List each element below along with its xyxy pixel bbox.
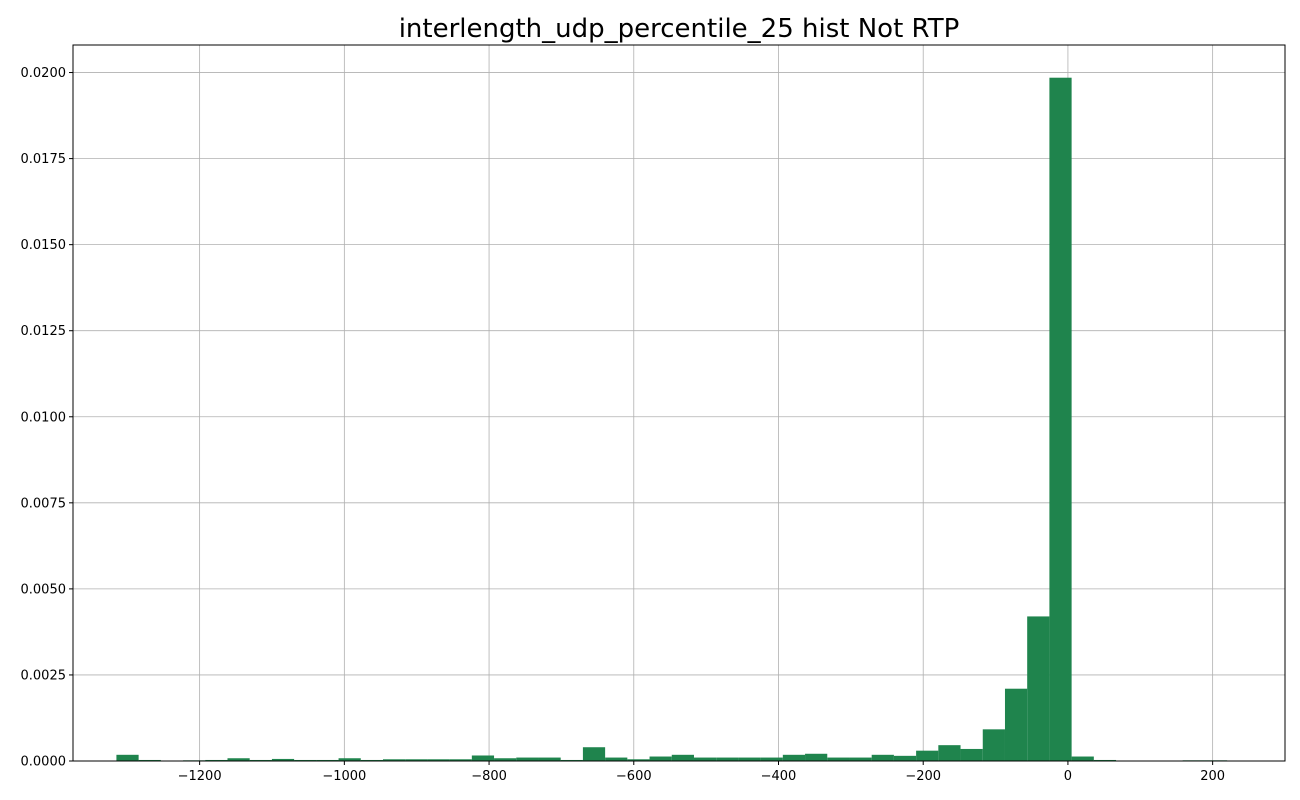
histogram-bar bbox=[671, 754, 694, 761]
x-tick-label: −200 bbox=[905, 769, 941, 784]
histogram-bar bbox=[116, 754, 139, 761]
y-tick-label: 0.0050 bbox=[21, 582, 67, 597]
y-tick-label: 0.0200 bbox=[21, 66, 67, 81]
histogram-bar bbox=[338, 758, 361, 761]
histogram-bar bbox=[249, 759, 272, 761]
x-axis-ticks: −1200 −1000 −800 −600 −400 −200 0 200 bbox=[178, 761, 1225, 784]
histogram-bar bbox=[449, 759, 472, 761]
histogram-bar bbox=[471, 755, 495, 761]
histogram-bar bbox=[205, 759, 228, 761]
y-axis-ticks: 0.0000 0.0025 0.0050 0.0075 0.0100 0.0125 0.01… bbox=[21, 66, 73, 770]
histogram-bar bbox=[1071, 756, 1094, 761]
histogram-bar bbox=[916, 750, 939, 761]
x-tick-label: −600 bbox=[616, 769, 652, 784]
chart-title: interlength_udp_percentile_25 hist Not R… bbox=[399, 14, 960, 44]
y-tick-label: 0.0000 bbox=[21, 755, 67, 770]
histogram-bar bbox=[138, 759, 161, 761]
x-tick-label: −1000 bbox=[322, 769, 366, 784]
histogram-bar bbox=[382, 759, 406, 761]
histogram-bar bbox=[982, 729, 1005, 761]
y-tick-label: 0.0125 bbox=[21, 324, 67, 339]
x-tick-label: 200 bbox=[1200, 769, 1225, 784]
histogram-bar bbox=[294, 759, 317, 761]
x-tick-label: −800 bbox=[471, 769, 507, 784]
histogram-bar bbox=[1004, 688, 1028, 761]
histogram-bar bbox=[427, 759, 450, 761]
histogram-bar bbox=[938, 745, 961, 761]
x-tick-label: −1200 bbox=[178, 769, 222, 784]
histogram-bar bbox=[516, 757, 539, 761]
histogram-bar bbox=[582, 747, 606, 761]
histogram-bar bbox=[227, 758, 250, 761]
histogram-bar bbox=[760, 757, 783, 761]
x-tick-label: −400 bbox=[761, 769, 797, 784]
histogram-bar bbox=[893, 755, 917, 761]
plot-frame bbox=[72, 44, 1286, 762]
histogram-bar bbox=[627, 759, 650, 761]
histogram-bar bbox=[827, 757, 850, 761]
y-tick-label: 0.0075 bbox=[21, 496, 67, 511]
histogram-bar bbox=[1027, 616, 1050, 761]
histogram-bar bbox=[871, 754, 894, 761]
y-tick-label: 0.0150 bbox=[21, 238, 67, 253]
histogram-bar bbox=[1093, 759, 1117, 761]
grid-lines bbox=[73, 45, 1285, 762]
histogram-bar bbox=[405, 759, 428, 761]
histogram-bar bbox=[960, 748, 983, 761]
histogram-bar bbox=[649, 756, 672, 761]
histogram-bar bbox=[560, 759, 583, 761]
histogram-bar bbox=[271, 758, 295, 761]
histogram-bar bbox=[494, 758, 517, 761]
histogram-bar bbox=[1049, 77, 1072, 762]
y-tick-label: 0.0100 bbox=[21, 410, 67, 425]
histogram-bar bbox=[360, 759, 383, 761]
histogram-bar bbox=[693, 757, 717, 761]
histogram-bars bbox=[116, 77, 1228, 762]
histogram-bar bbox=[805, 753, 828, 761]
histogram-bar bbox=[738, 757, 761, 761]
histogram-bar bbox=[605, 757, 628, 761]
x-tick-label: 0 bbox=[1064, 769, 1072, 784]
histogram-bar bbox=[782, 754, 806, 761]
y-tick-label: 0.0025 bbox=[21, 668, 67, 683]
y-tick-label: 0.0175 bbox=[21, 152, 67, 167]
histogram-bar bbox=[316, 759, 339, 761]
histogram-bar bbox=[538, 757, 561, 761]
histogram-bar bbox=[849, 757, 872, 761]
histogram-bar bbox=[716, 757, 739, 761]
